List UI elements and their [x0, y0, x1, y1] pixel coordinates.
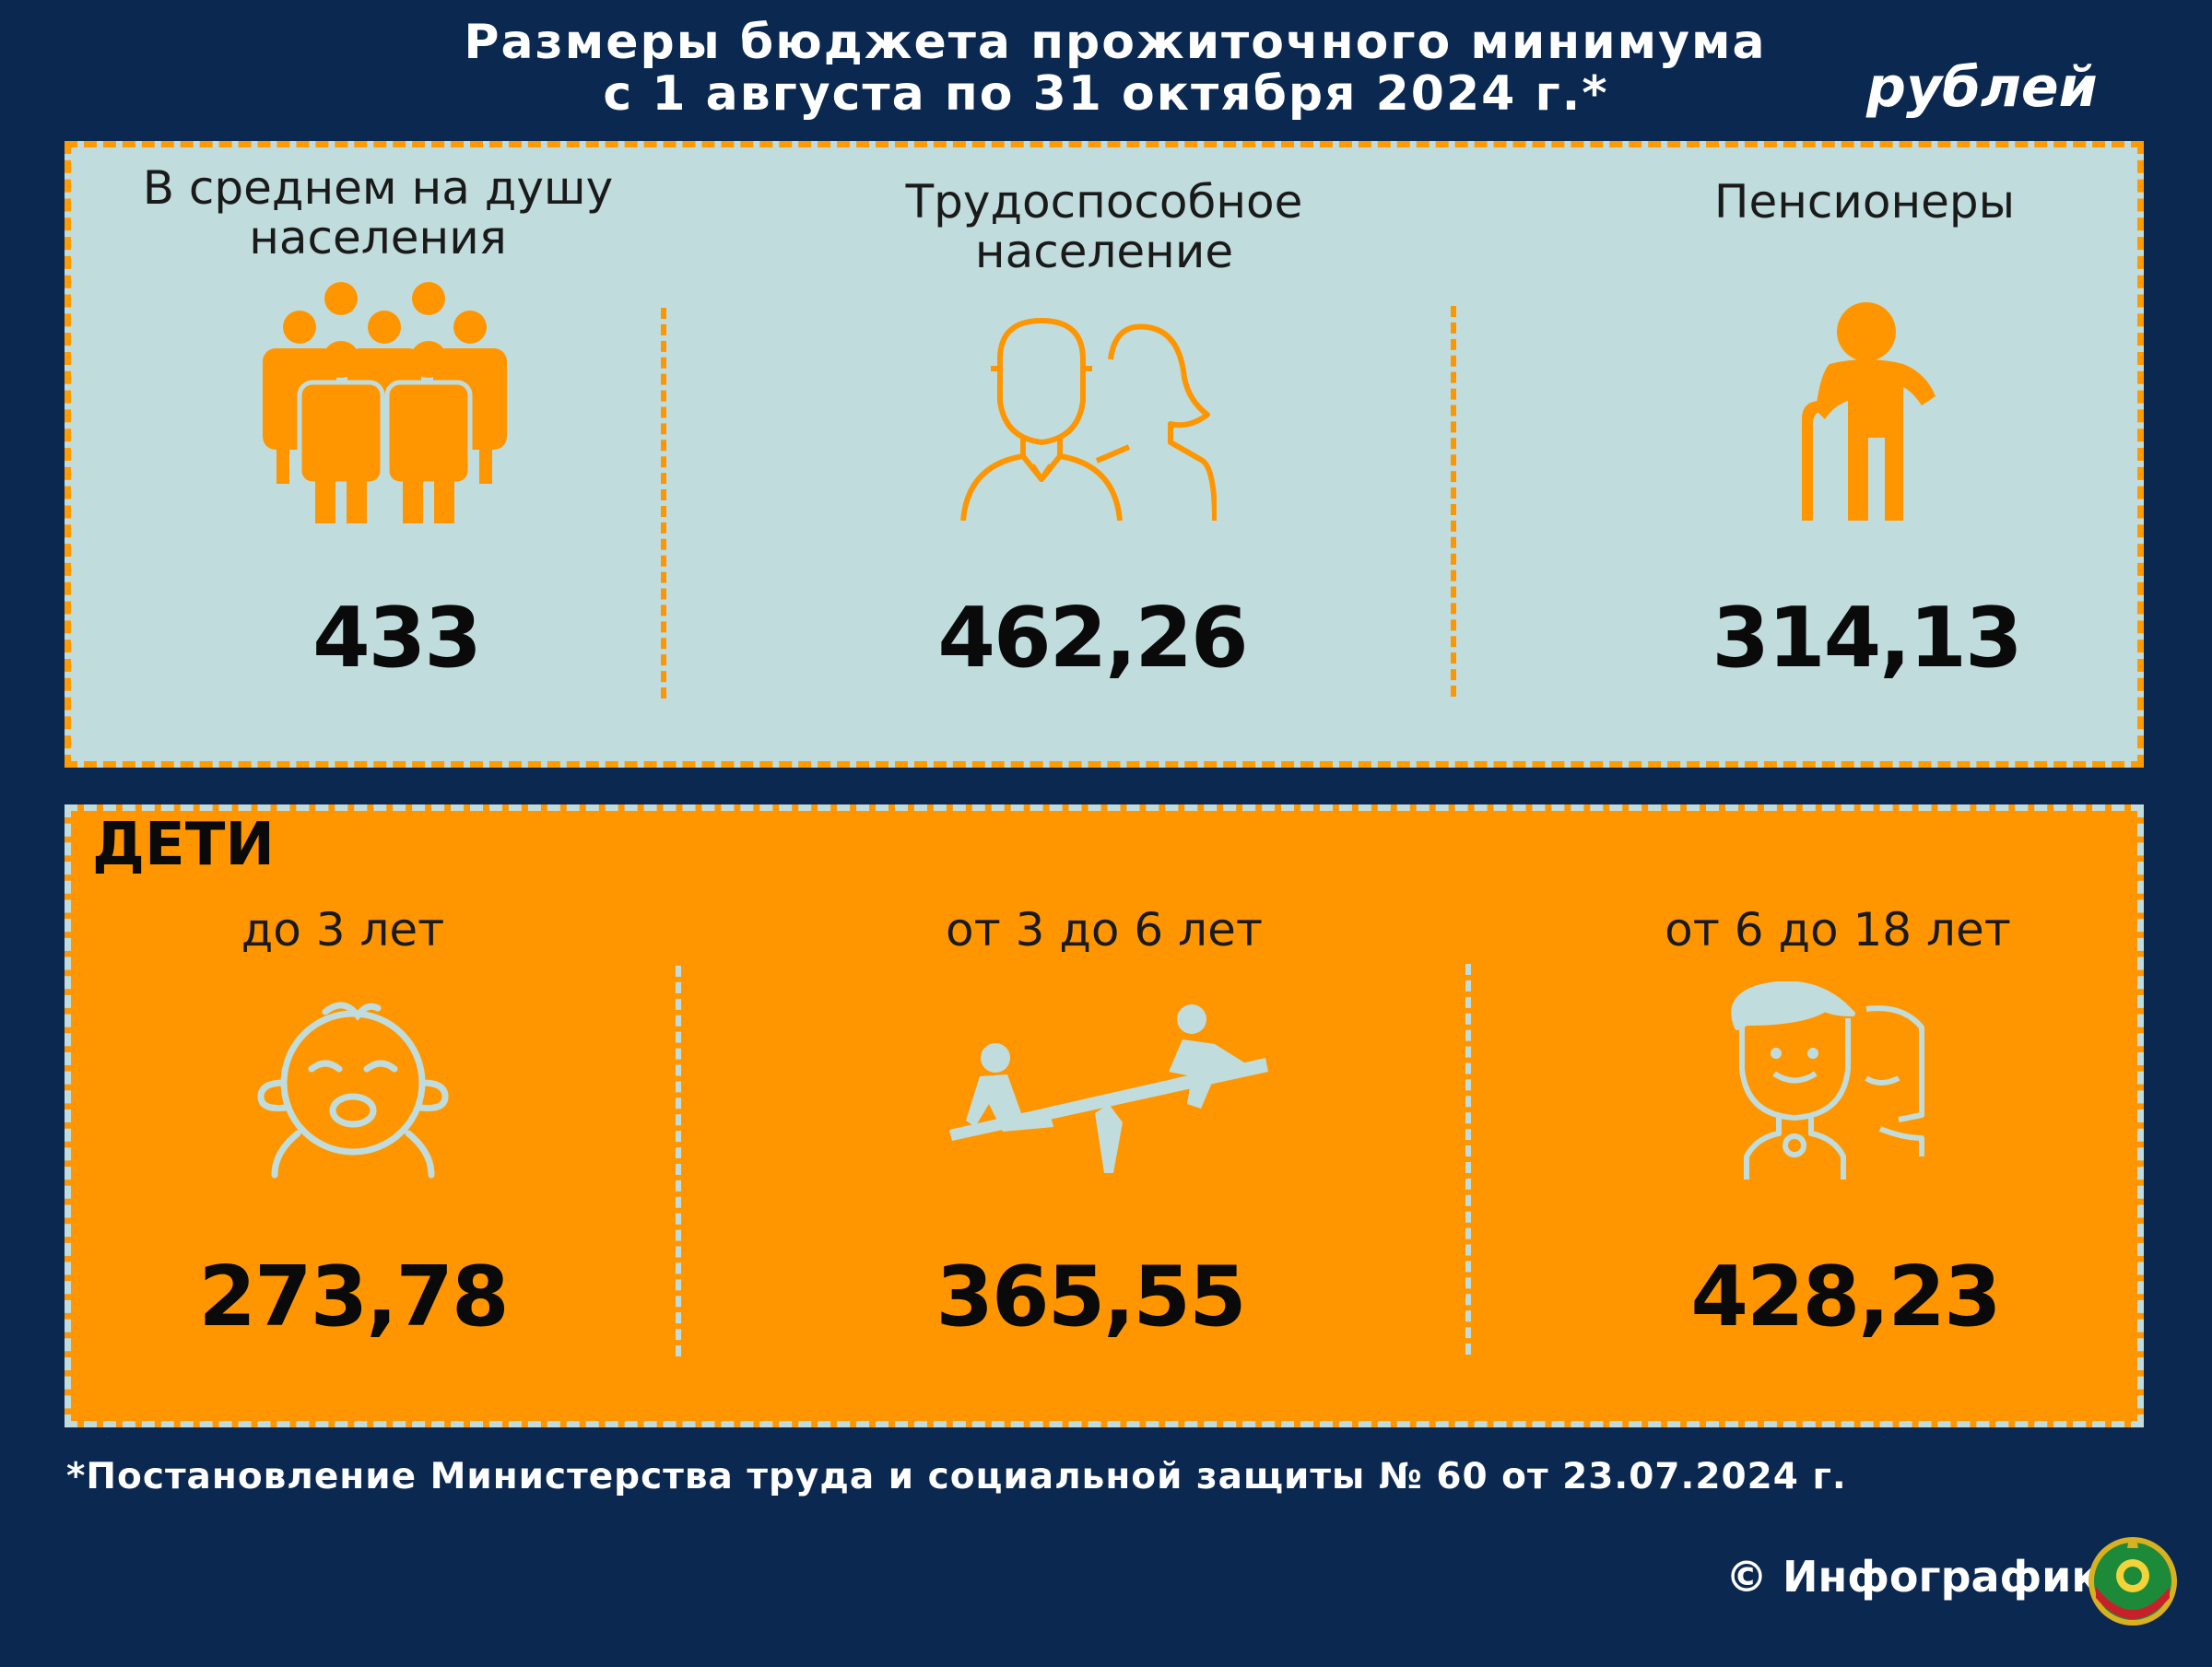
children-heading: ДЕТИ	[92, 811, 275, 879]
divider	[1465, 964, 1471, 1355]
man-woman-icon	[960, 318, 1217, 521]
label-3-to-6: от 3 до 6 лет	[946, 903, 1263, 957]
value-under-3: 273,78	[198, 1249, 509, 1345]
label-per-capita: В среднем на душу населения	[142, 161, 614, 264]
label-6-to-18: от 6 до 18 лет	[1665, 903, 2011, 957]
divider	[676, 966, 681, 1356]
baby-face-icon	[257, 1002, 449, 1179]
page-title: Размеры бюджета прожиточного минимума с …	[0, 17, 2212, 120]
credit: © Инфографика	[1725, 1552, 2129, 1602]
value-pensioners: 314,13	[1712, 590, 2022, 687]
label-working-age: Трудоспособное население	[905, 175, 1303, 278]
elderly-with-cane-icon	[1802, 302, 1936, 521]
seesaw-icon	[949, 1004, 1268, 1173]
unit-label: рублей	[1866, 55, 2098, 120]
value-3-to-6: 365,55	[935, 1249, 1246, 1345]
divider	[661, 308, 666, 698]
teen-boy-girl-icon	[1731, 981, 1924, 1180]
footnote: *Постановление Министерства труда и соци…	[66, 1456, 1847, 1497]
value-working-age: 462,26	[937, 590, 1248, 687]
title-line-2: с 1 августа по 31 октября 2024 г.*	[603, 66, 1609, 122]
title-line-1: Размеры бюджета прожиточного минимума	[464, 15, 1767, 70]
ministry-logo	[2088, 1537, 2177, 1626]
label-under-3: до 3 лет	[241, 903, 445, 957]
value-6-to-18: 428,23	[1690, 1249, 2001, 1345]
divider	[1451, 306, 1456, 697]
label-pensioners: Пенсионеры	[1713, 175, 2016, 229]
value-per-capita: 433	[312, 590, 482, 687]
crowd-icon	[263, 282, 507, 523]
